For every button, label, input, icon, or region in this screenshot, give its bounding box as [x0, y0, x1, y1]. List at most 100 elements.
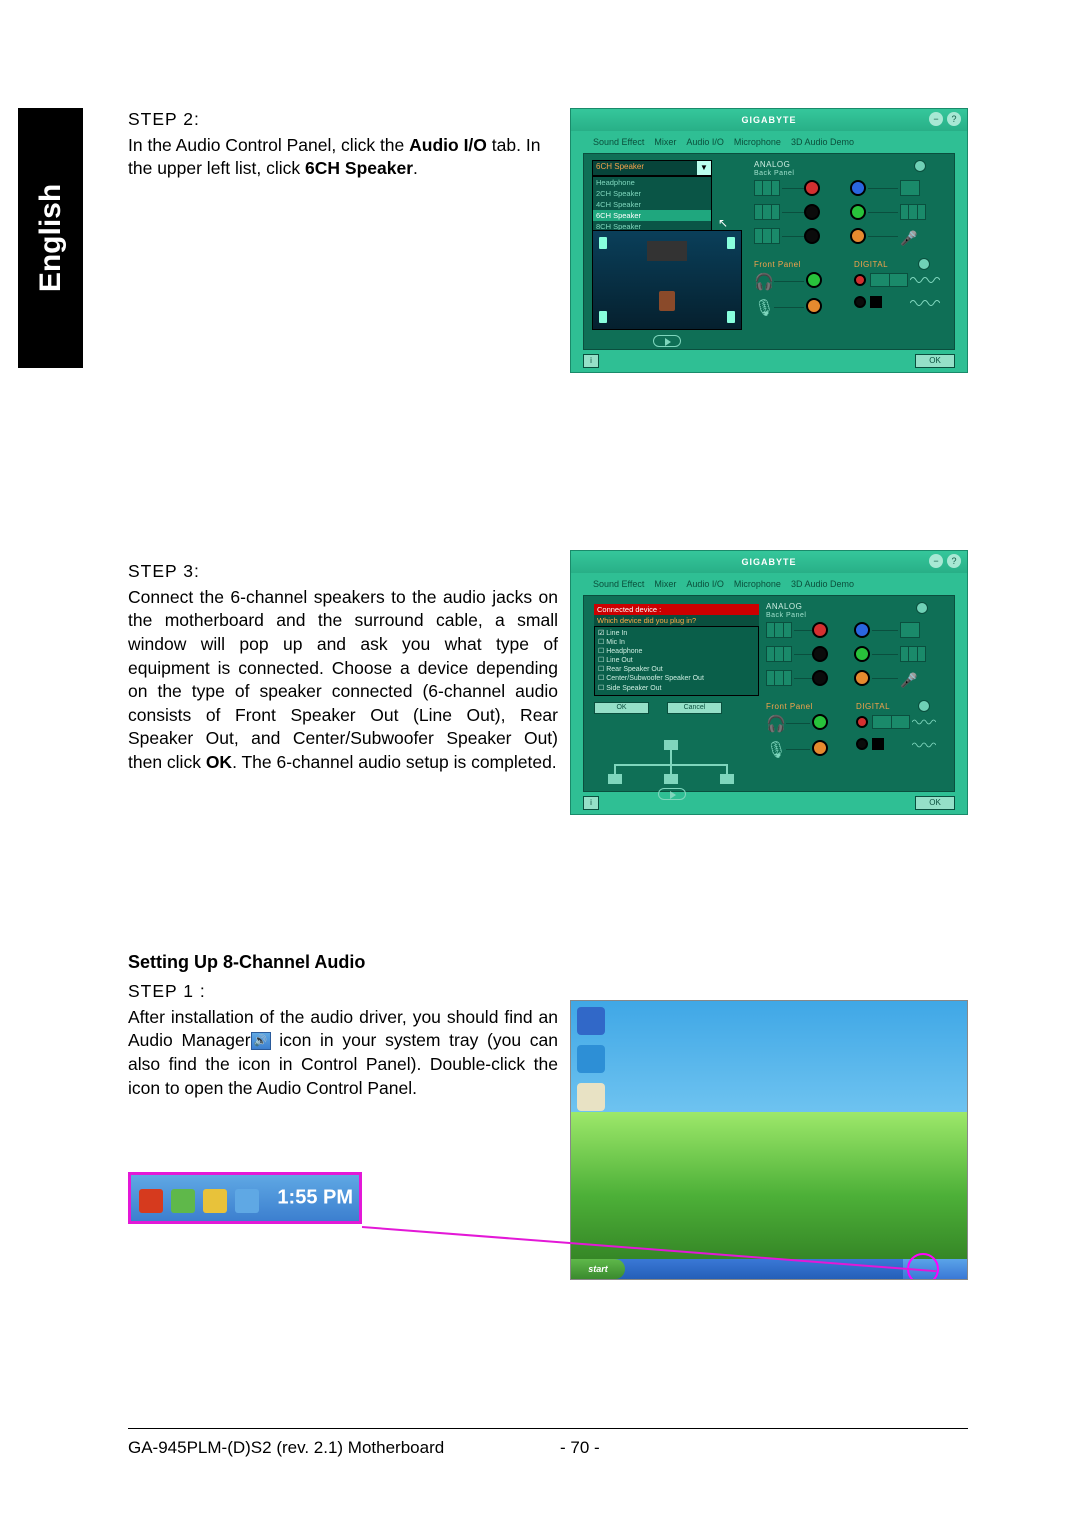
device-option-headphone[interactable]: Headphone	[598, 647, 755, 656]
digital-out-black[interactable]	[854, 296, 866, 308]
menu-item-4ch[interactable]: 4CH Speaker	[593, 199, 711, 210]
desktop-icon[interactable]	[577, 1045, 605, 1073]
ok-button[interactable]: OK	[915, 796, 955, 810]
tab-3d-audio-demo[interactable]: 3D Audio Demo	[787, 135, 858, 149]
desktop-icon[interactable]	[577, 1007, 605, 1035]
jack-green[interactable]	[850, 204, 866, 220]
system-tray-zoom: 1:55 PM	[128, 1172, 362, 1224]
diagram-node	[720, 774, 734, 784]
info-button[interactable]: i	[583, 354, 599, 368]
language-label: English	[34, 184, 68, 292]
analog-settings-icon[interactable]	[914, 160, 926, 172]
jack-blue[interactable]	[854, 622, 870, 638]
jack-red[interactable]	[804, 180, 820, 196]
amp-icon	[766, 622, 792, 638]
digital-label: DIGITAL	[856, 702, 890, 711]
tab-3d-audio-demo[interactable]: 3D Audio Demo	[787, 577, 858, 591]
menu-item-2ch[interactable]: 2CH Speaker	[593, 188, 711, 199]
front-jack-pink[interactable]	[806, 298, 822, 314]
speaker-icon	[727, 311, 735, 323]
mic-icon: 🎙	[754, 298, 772, 316]
tab-audio-io[interactable]: Audio I/O	[682, 135, 728, 149]
audio-panel-titlebar: GIGABYTE − ?	[571, 109, 967, 131]
tab-microphone[interactable]: Microphone	[730, 135, 785, 149]
tray-icon[interactable]	[171, 1189, 195, 1213]
menu-item-6ch[interactable]: 6CH Speaker	[593, 210, 711, 221]
desktop-icon[interactable]	[577, 1083, 605, 1111]
device-option-center[interactable]: Center/Subwoofer Speaker Out	[598, 674, 755, 683]
jack-gray[interactable]	[804, 228, 820, 244]
digital-out-red[interactable]	[854, 274, 866, 286]
tab-audio-io[interactable]: Audio I/O	[682, 577, 728, 591]
wave-icon	[910, 275, 940, 285]
device-icon	[900, 180, 920, 196]
monitor-icon	[647, 241, 687, 261]
info-button[interactable]: i	[583, 796, 599, 810]
dropdown-arrow-icon[interactable]: ▼	[697, 161, 711, 175]
audio-manager-inline-icon	[251, 1032, 271, 1050]
digital-out-black[interactable]	[856, 738, 868, 750]
jack-black[interactable]	[812, 646, 828, 662]
desktop-icons	[577, 1007, 617, 1121]
audio-panel-footer: i OK	[583, 794, 955, 810]
analog-settings-icon[interactable]	[916, 602, 928, 614]
device-option-micin[interactable]: Mic In	[598, 638, 755, 647]
help-icon[interactable]: ?	[947, 112, 961, 126]
help-icon[interactable]: ?	[947, 554, 961, 568]
step1-block: STEP 1 : After installation of the audio…	[128, 980, 558, 1100]
start-button[interactable]: start	[571, 1259, 625, 1279]
jack-blue[interactable]	[850, 180, 866, 196]
tab-microphone[interactable]: Microphone	[730, 577, 785, 591]
tab-sound-effect[interactable]: Sound Effect	[589, 135, 648, 149]
play-button[interactable]	[653, 335, 681, 347]
cursor-icon: ↖	[718, 216, 728, 230]
front-jack-green[interactable]	[812, 714, 828, 730]
jack-red[interactable]	[812, 622, 828, 638]
device-list: Line In Mic In Headphone Line Out Rear S…	[594, 626, 759, 696]
connector-line	[794, 678, 812, 679]
device-option-lineout[interactable]: Line Out	[598, 656, 755, 665]
amp-icon	[766, 670, 792, 686]
digital-settings-icon[interactable]	[918, 700, 930, 712]
jack-orange[interactable]	[850, 228, 866, 244]
minimize-icon[interactable]: −	[929, 554, 943, 568]
menu-item-headphone[interactable]: Headphone	[593, 177, 711, 188]
tray-icon[interactable]	[203, 1189, 227, 1213]
speaker-dropdown[interactable]: 6CH Speaker ▼	[592, 160, 712, 176]
connector-line	[786, 749, 810, 750]
tray-icon[interactable]	[139, 1189, 163, 1213]
footer-rule	[128, 1428, 968, 1429]
audio-manager-tray-icon[interactable]	[235, 1189, 259, 1213]
device-option-rear[interactable]: Rear Speaker Out	[598, 665, 755, 674]
dialog-subtitle: Which device did you plug in?	[594, 615, 759, 626]
jack-gray[interactable]	[812, 670, 828, 686]
optical-icon	[872, 738, 884, 750]
dialog-cancel-button[interactable]: Cancel	[667, 702, 722, 714]
jack-green[interactable]	[854, 646, 870, 662]
device-option-side[interactable]: Side Speaker Out	[598, 684, 755, 693]
jack-black[interactable]	[804, 204, 820, 220]
minimize-icon[interactable]: −	[929, 112, 943, 126]
tab-mixer[interactable]: Mixer	[650, 577, 680, 591]
dialog-ok-button[interactable]: OK	[594, 702, 649, 714]
ok-button[interactable]: OK	[915, 354, 955, 368]
analog-label: ANALOG	[766, 602, 802, 611]
brand-label: GIGABYTE	[741, 115, 796, 125]
chair-icon	[659, 291, 675, 311]
tab-sound-effect[interactable]: Sound Effect	[589, 577, 648, 591]
digital-out-red[interactable]	[856, 716, 868, 728]
step1-body: After installation of the audio driver, …	[128, 1006, 558, 1101]
device-option-linein[interactable]: Line In	[598, 629, 755, 638]
speaker-icon	[599, 237, 607, 249]
front-jack-pink[interactable]	[812, 740, 828, 756]
jack-orange[interactable]	[854, 670, 870, 686]
front-jack-green[interactable]	[806, 272, 822, 288]
digital-settings-icon[interactable]	[918, 258, 930, 270]
tab-mixer[interactable]: Mixer	[650, 135, 680, 149]
amp-icon	[754, 204, 780, 220]
mic-icon: 🎤	[900, 672, 920, 688]
audio-panel-footer: i OK	[583, 352, 955, 368]
connector-line	[774, 281, 804, 282]
step2-body: In the Audio Control Panel, click the Au…	[128, 134, 558, 181]
connector-line	[794, 654, 812, 655]
